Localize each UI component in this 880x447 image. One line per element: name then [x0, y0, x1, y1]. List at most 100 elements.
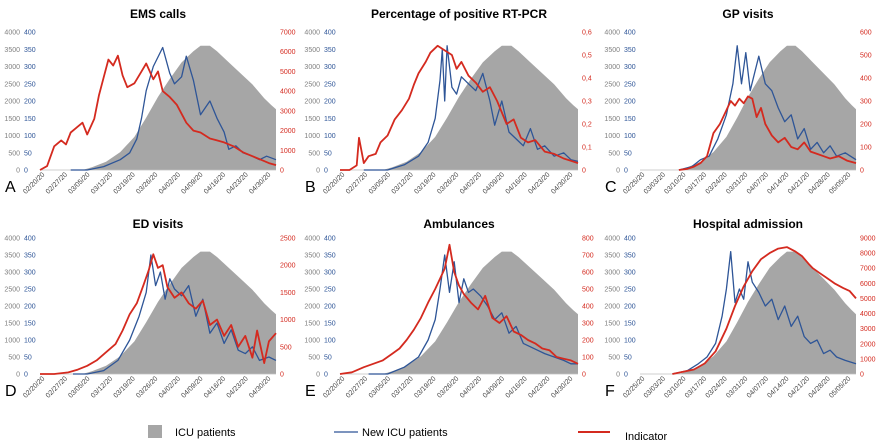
indicator-axis-tick: 3000	[280, 108, 296, 115]
new-icu-axis-tick: 250	[324, 81, 336, 88]
left-axis-tick: 4000	[304, 30, 320, 37]
new-icu-axis-tick: 0	[24, 372, 28, 379]
new-icu-axis-tick: 100	[624, 338, 636, 345]
x-axis-tick: 03/19/20	[413, 375, 437, 399]
x-axis-tick: 04/16/20	[505, 171, 529, 195]
panel-b-title: Percentage of positive RT-PCR	[371, 7, 547, 21]
left-axis-tick: 3500	[604, 253, 620, 260]
icu-patients-area	[640, 251, 856, 374]
x-axis-tick: 04/09/20	[482, 375, 506, 399]
icu-patients-area	[340, 45, 578, 170]
new-icu-axis-tick: 400	[24, 30, 36, 37]
panel-f: Hospital admission0500100015002000250030…	[604, 217, 875, 400]
new-icu-axis-tick: 400	[324, 30, 336, 37]
new-icu-line	[678, 45, 857, 171]
x-axis-tick: 04/02/20	[158, 171, 182, 195]
panel-e: Ambulances050010001500200025003000350040…	[304, 217, 593, 400]
left-axis-tick: 2500	[604, 287, 620, 294]
new-icu-axis-tick: 400	[624, 236, 636, 243]
indicator-axis-tick: 0,3	[582, 99, 592, 106]
new-icu-axis-tick: 0	[624, 168, 628, 175]
indicator-axis-tick: 700	[582, 253, 594, 260]
left-axis-tick: 1500	[604, 116, 620, 123]
panel-a-title: EMS calls	[130, 7, 186, 21]
indicator-axis-tick: 1500	[280, 290, 296, 297]
left-axis-tick: 3500	[304, 47, 320, 54]
indicator-axis-tick: 200	[860, 122, 872, 129]
new-icu-axis-tick: 250	[624, 287, 636, 294]
indicator-axis-tick: 0	[280, 168, 284, 175]
x-axis-tick: 04/30/20	[248, 375, 272, 399]
indicator-axis-tick: 500	[582, 287, 594, 294]
x-axis-tick: 03/05/20	[368, 375, 392, 399]
new-icu-axis-tick: 50	[624, 150, 632, 157]
x-axis-tick: 04/30/20	[550, 375, 574, 399]
indicator-axis-tick: 300	[860, 99, 872, 106]
x-axis-tick: 04/23/20	[226, 375, 250, 399]
legend: ICU patients New ICU patients Indicator	[148, 425, 668, 443]
indicator-axis-tick: 2000	[280, 128, 296, 135]
new-icu-line	[368, 254, 578, 375]
new-icu-axis-tick: 250	[324, 287, 336, 294]
indicator-axis-tick: 400	[582, 304, 594, 311]
icu-patients-area	[40, 45, 276, 170]
left-axis-tick: 1000	[304, 133, 320, 140]
new-icu-line	[73, 254, 277, 375]
x-axis-tick: 03/05/20	[368, 171, 392, 195]
icu-patients-area	[640, 45, 856, 170]
panel-c: GP visits0500100015002000250030003500400…	[604, 7, 871, 196]
indicator-axis-tick: 800	[582, 236, 594, 243]
x-axis-tick: 05/05/20	[828, 171, 852, 195]
indicator-axis-tick: 3000	[860, 326, 876, 333]
left-axis-tick: 4000	[4, 30, 20, 37]
left-axis-tick: 3000	[4, 270, 20, 277]
indicator-axis-tick: 2000	[860, 341, 876, 348]
icu-patients-area	[340, 251, 578, 374]
left-axis-tick: 1000	[604, 133, 620, 140]
new-icu-axis-tick: 350	[24, 47, 36, 54]
left-axis-tick: 2500	[4, 81, 20, 88]
new-icu-axis-tick: 150	[624, 116, 636, 123]
new-icu-axis-tick: 400	[324, 236, 336, 243]
new-icu-axis-tick: 400	[624, 30, 636, 37]
new-icu-axis-tick: 100	[624, 133, 636, 140]
x-axis-tick: 02/20/20	[22, 171, 46, 195]
left-axis-tick: 3000	[4, 64, 20, 71]
left-axis-tick: 0	[16, 372, 20, 379]
left-axis-tick: 0	[616, 168, 620, 175]
indicator-axis-tick: 0,4	[582, 76, 592, 83]
panel-b-letter: B	[305, 179, 316, 196]
new-icu-axis-tick: 200	[624, 99, 636, 106]
panel-d-title: ED visits	[133, 217, 184, 231]
x-axis-tick: 03/12/20	[391, 375, 415, 399]
left-axis-tick: 0	[316, 168, 320, 175]
x-axis-tick: 03/12/20	[90, 375, 114, 399]
panel-e-title: Ambulances	[423, 217, 495, 231]
x-axis-tick: 04/02/20	[459, 171, 483, 195]
indicator-axis-tick: 0,2	[582, 122, 592, 129]
x-axis-tick: 04/02/20	[158, 375, 182, 399]
left-axis-tick: 2000	[304, 304, 320, 311]
x-axis-tick: 03/19/20	[113, 171, 137, 195]
left-axis-tick: 3000	[604, 64, 620, 71]
indicator-axis-tick: 2500	[280, 236, 296, 243]
indicator-axis-tick: 100	[582, 355, 594, 362]
new-icu-axis-tick: 100	[24, 338, 36, 345]
left-axis-tick: 3500	[604, 47, 620, 54]
x-axis-tick: 03/26/20	[436, 375, 460, 399]
legend-icu-label: ICU patients	[175, 427, 236, 439]
indicator-axis-tick: 600	[860, 30, 872, 37]
left-axis-tick: 0	[16, 168, 20, 175]
left-axis-tick: 0	[616, 372, 620, 379]
icu-patients-area	[40, 251, 276, 374]
x-axis-tick: 03/05/20	[67, 171, 91, 195]
left-axis-tick: 4000	[4, 236, 20, 243]
left-axis-tick: 500	[8, 355, 20, 362]
left-axis-tick: 0	[316, 372, 320, 379]
indicator-axis-tick: 9000	[860, 236, 876, 243]
x-axis-tick: 04/30/20	[248, 171, 272, 195]
indicator-line	[672, 246, 857, 375]
x-axis-tick: 04/16/20	[505, 375, 529, 399]
x-axis-tick: 03/12/20	[90, 171, 114, 195]
